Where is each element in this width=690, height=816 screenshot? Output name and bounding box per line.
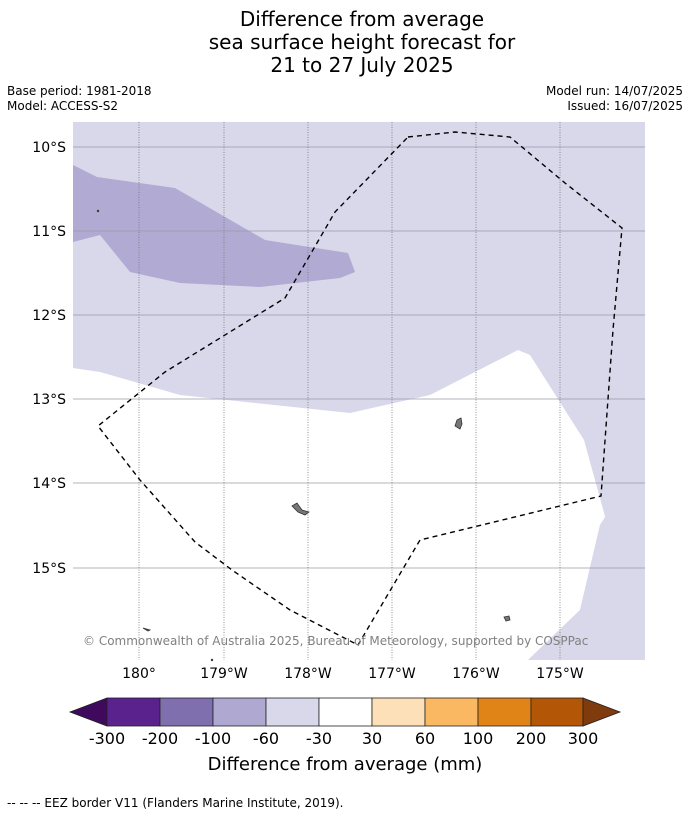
colorbar-segment — [318, 697, 373, 727]
title-line-2: sea surface height forecast for — [208, 30, 516, 54]
lon-label: 180° — [122, 666, 156, 682]
meta-left: Base period: 1981-2018 Model: ACCESS-S2 — [7, 84, 152, 114]
eez-border — [97, 131, 623, 646]
model-name: Model: ACCESS-S2 — [7, 99, 119, 113]
island-2 — [291, 502, 310, 516]
map-panel: © Commonwealth of Australia 2025, Bureau… — [73, 122, 645, 662]
base-period: Base period: 1981-2018 — [7, 84, 152, 98]
island-4 — [142, 627, 152, 632]
graticule — [73, 146, 645, 569]
lat-labels: 10°S 11°S 12°S 13°S 14°S 15°S — [32, 140, 66, 577]
lat-label: 13°S — [32, 392, 66, 408]
island-3 — [503, 615, 511, 622]
colorbar-tick: -300 — [89, 729, 125, 748]
colorbar — [68, 697, 622, 727]
colorbar-segment — [212, 697, 267, 727]
colorbar-segment — [106, 697, 161, 727]
colorbar-segment — [424, 697, 479, 727]
colorbar-high-extend — [582, 697, 622, 727]
colorbar-tick: 200 — [516, 729, 547, 748]
island-1 — [454, 417, 463, 430]
colorbar-segment — [265, 697, 320, 727]
colorbar-segment — [371, 697, 426, 727]
islands — [96, 209, 511, 662]
lon-label: 179°W — [200, 666, 248, 682]
issued-date: Issued: 16/07/2025 — [567, 99, 683, 113]
title-line-3: 21 to 27 July 2025 — [270, 53, 454, 77]
lat-label: 15°S — [32, 561, 66, 577]
lat-label: 12°S — [32, 308, 66, 324]
colorbar-tick: 300 — [568, 729, 599, 748]
colorbar-tick: -30 — [306, 729, 332, 748]
colorbar-label: Difference from average (mm) — [208, 754, 483, 775]
lon-label: 178°W — [284, 666, 332, 682]
lon-label: 177°W — [368, 666, 416, 682]
colorbar-tick: 100 — [463, 729, 494, 748]
lon-labels: 180° 179°W 178°W 177°W 176°W 175°W — [122, 666, 584, 682]
colorbar-tick: -200 — [142, 729, 178, 748]
colorbar-segment — [159, 697, 214, 727]
model-run: Model run: 14/07/2025 — [545, 84, 683, 98]
colorbar-tick: -100 — [195, 729, 231, 748]
colorbar-low-extend — [68, 697, 108, 727]
colorbar-tick: -60 — [253, 729, 279, 748]
lat-label: 11°S — [32, 224, 66, 240]
chart-title: Difference from average sea surface heig… — [0, 8, 690, 77]
copyright-text: © Commonwealth of Australia 2025, Bureau… — [83, 634, 588, 648]
meta-right: Model run: 14/07/2025 Issued: 16/07/2025 — [546, 84, 683, 114]
lon-label: 176°W — [452, 666, 500, 682]
anomaly-region-medium — [73, 165, 355, 287]
colorbar-segment — [477, 697, 532, 727]
colorbar-tick: 30 — [362, 729, 382, 748]
colorbar-ticks: -300 -200 -100 -60 -30 30 60 100 200 300 — [89, 729, 598, 748]
colorbar-segment — [530, 697, 584, 727]
lat-label: 14°S — [32, 476, 66, 492]
lon-label: 175°W — [536, 666, 584, 682]
colorbar-tick: 60 — [415, 729, 435, 748]
map-figure: © Commonwealth of Australia 2025, Bureau… — [32, 122, 645, 775]
title-line-1: Difference from average — [239, 7, 485, 31]
lat-label: 10°S — [32, 140, 66, 156]
eez-legend-note: -- -- -- EEZ border V11 (Flanders Marine… — [7, 796, 344, 810]
meridians — [138, 122, 561, 660]
